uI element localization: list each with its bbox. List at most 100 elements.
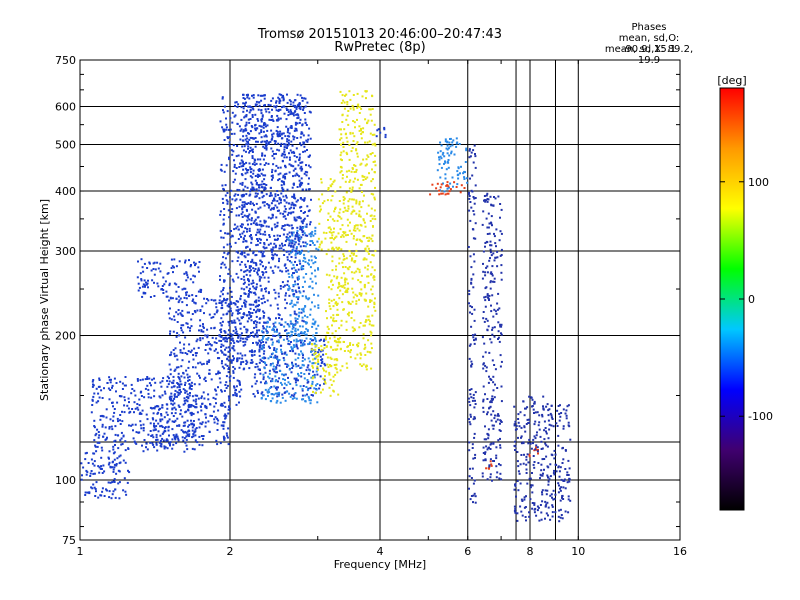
data-point	[278, 377, 281, 380]
data-point	[254, 254, 257, 257]
data-point	[192, 405, 195, 408]
data-point	[491, 294, 494, 297]
y-tick-label: 200	[55, 330, 76, 343]
data-point	[261, 252, 264, 255]
data-point	[242, 168, 245, 171]
data-point	[290, 245, 292, 248]
data-point	[179, 341, 181, 344]
data-point	[441, 192, 444, 195]
data-point	[499, 437, 501, 440]
data-point	[364, 266, 367, 269]
data-point	[368, 323, 371, 326]
data-point	[438, 156, 440, 159]
data-point	[459, 172, 461, 175]
data-point	[231, 208, 234, 211]
data-point	[300, 344, 302, 347]
data-point	[470, 325, 473, 328]
data-point	[93, 460, 96, 463]
data-point	[230, 335, 233, 338]
data-point	[356, 267, 359, 270]
data-point	[440, 166, 443, 169]
data-point	[485, 194, 488, 197]
data-point	[276, 148, 279, 151]
data-point	[231, 337, 234, 340]
data-point	[469, 201, 472, 203]
data-point	[374, 249, 377, 252]
data-point	[535, 514, 538, 517]
data-point	[303, 232, 306, 235]
data-point	[232, 321, 235, 324]
data-point	[279, 135, 282, 137]
data-point	[281, 383, 283, 386]
data-point	[242, 282, 245, 285]
data-point	[536, 446, 539, 449]
data-point	[472, 457, 475, 460]
data-point	[271, 171, 273, 174]
data-point	[123, 396, 126, 399]
data-point	[181, 415, 184, 418]
data-point	[278, 247, 281, 250]
data-point	[541, 500, 544, 503]
data-point	[136, 406, 139, 409]
data-point	[192, 412, 195, 415]
data-point	[564, 449, 567, 452]
data-point	[447, 166, 450, 169]
data-point	[474, 403, 477, 405]
data-point	[293, 197, 296, 199]
data-point	[308, 188, 310, 191]
data-point	[220, 169, 223, 172]
data-point	[285, 146, 288, 149]
data-point	[346, 291, 349, 294]
data-point	[347, 205, 350, 208]
data-point	[292, 325, 294, 328]
data-point	[472, 336, 475, 339]
data-point	[330, 231, 333, 234]
data-point	[553, 449, 556, 452]
data-point	[359, 357, 362, 360]
data-point	[260, 131, 263, 133]
data-point	[365, 158, 368, 161]
data-point	[348, 301, 351, 304]
data-point	[303, 145, 306, 148]
data-point	[302, 134, 305, 137]
data-point	[169, 395, 172, 398]
data-point	[226, 243, 229, 246]
y-tick-label: 100	[55, 474, 76, 487]
data-point	[177, 301, 180, 304]
data-point	[184, 287, 187, 290]
data-point	[265, 246, 268, 249]
data-point	[560, 412, 563, 414]
data-point	[304, 234, 307, 237]
data-point	[533, 423, 536, 426]
data-point	[268, 377, 271, 380]
data-point	[231, 321, 234, 324]
data-point	[275, 330, 278, 333]
data-point	[300, 161, 303, 164]
data-point	[199, 361, 202, 364]
legend-title: Phases	[631, 22, 667, 33]
data-point	[238, 214, 240, 217]
data-point	[105, 408, 108, 411]
data-point	[216, 309, 219, 312]
data-point	[117, 434, 120, 437]
data-point	[295, 247, 298, 250]
data-point	[331, 260, 334, 263]
data-point	[248, 162, 251, 165]
data-point	[200, 435, 203, 437]
data-point	[287, 238, 290, 241]
data-point	[235, 101, 238, 104]
data-point	[304, 170, 307, 173]
data-point	[274, 349, 277, 352]
data-point	[485, 445, 488, 448]
data-point	[363, 298, 366, 301]
data-point	[249, 175, 252, 178]
data-point	[278, 99, 281, 102]
data-point	[157, 267, 160, 270]
data-point	[294, 234, 297, 237]
data-point	[284, 263, 287, 266]
data-point	[240, 106, 243, 109]
data-point	[375, 135, 378, 138]
data-point	[274, 335, 277, 337]
data-point	[493, 259, 496, 262]
data-point	[280, 137, 283, 140]
